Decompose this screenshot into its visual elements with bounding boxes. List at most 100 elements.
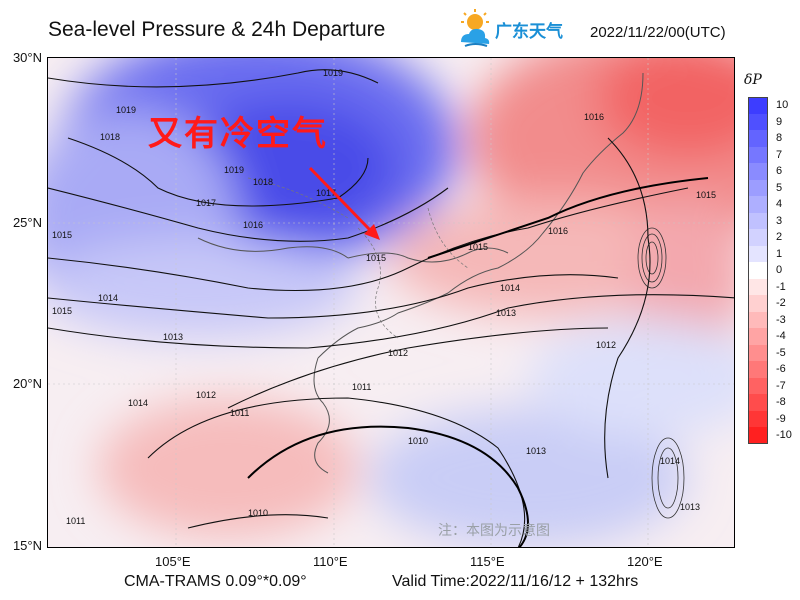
valid-time-label: Valid Time:2022/11/16/12 + 132hrs: [392, 573, 639, 590]
cold-air-arrow: [308, 166, 380, 240]
colorbar-swatch: [748, 212, 768, 229]
isobar-label: 1018: [253, 177, 273, 187]
departure-shading: [48, 58, 734, 547]
colorbar-label: -1: [776, 280, 786, 293]
lon-tick-label: 105°E: [155, 554, 191, 569]
isobar-label: 1012: [388, 348, 408, 358]
colorbar-swatch: [748, 196, 768, 213]
colorbar-swatch: [748, 262, 768, 279]
colorbar-label: -5: [776, 346, 786, 359]
colorbar-swatch: [748, 410, 768, 427]
isobar-label: 1018: [100, 132, 120, 142]
colorbar-label: -2: [776, 297, 786, 309]
colorbar-swatch: [748, 328, 768, 345]
model-label: CMA-TRAMS 0.09°*0.09°: [124, 573, 307, 590]
isobar-label: 1016: [243, 220, 263, 230]
colorbar-swatch: [748, 229, 768, 246]
colorbar-swatch: [748, 278, 768, 295]
colorbar-label: 9: [776, 115, 783, 128]
isobar-label: 1013: [680, 502, 700, 512]
lat-tick-label: 25°N: [12, 215, 42, 230]
isobar-label: 1019: [116, 105, 136, 115]
colorbar-swatch: [748, 361, 768, 378]
isobar-label: 1010: [248, 508, 268, 518]
isobar-label: 1013: [496, 308, 516, 318]
colorbar-label: -6: [776, 363, 786, 375]
colorbar-label: 0: [776, 264, 783, 276]
colorbar-swatch: [748, 377, 768, 394]
isobar-label: 1015: [52, 230, 72, 240]
isobar-label: 1011: [230, 408, 249, 418]
colorbar-label: 3: [776, 214, 783, 227]
colorbar-label: -10: [776, 429, 792, 441]
coastline: [197, 72, 644, 474]
isobar-label: 1017: [316, 188, 336, 198]
colorbar-swatch: [748, 245, 768, 262]
graticule: [48, 58, 734, 547]
cold-air-annotation: 又有冷空气: [148, 115, 328, 153]
colorbar-swatch: [748, 97, 768, 114]
colorbar-swatch: [748, 146, 768, 163]
colorbar-label: -9: [776, 412, 786, 425]
isobar-label: 1019: [323, 68, 343, 78]
lat-tick-label: 20°N: [12, 376, 42, 391]
isobar-label: 1012: [196, 390, 216, 400]
isobar-label: 1015: [696, 190, 716, 200]
colorbar-label: -3: [776, 313, 786, 326]
colorbar-label: 1: [776, 247, 783, 260]
isobar-label: 1012: [596, 340, 616, 350]
isobar-label: 1014: [98, 293, 118, 303]
isobar-label: 1016: [548, 226, 568, 236]
colorbar-swatch: [748, 130, 768, 147]
logo-text: 广东天气: [495, 22, 563, 41]
isobar-label: 1014: [128, 398, 148, 408]
colorbar-label: -7: [776, 379, 786, 392]
map-canvas: 1019 1019 1018 1018 1019 1017 1017 1016 …: [48, 58, 734, 547]
lon-tick-label: 120°E: [627, 554, 663, 569]
colorbar-label: 7: [776, 148, 783, 161]
guangdong-weather-logo: 广东天气: [455, 8, 575, 50]
colorbar-swatch: [748, 344, 768, 361]
isobar-label: 1014: [660, 456, 680, 466]
isobar-label: 1015: [52, 306, 72, 316]
isobar-label: 1010: [408, 436, 428, 446]
sun-cloud-logo-icon: [461, 9, 490, 47]
isobar-label: 1013: [163, 332, 183, 342]
pressure-map: 1019 1019 1018 1018 1019 1017 1017 1016 …: [47, 57, 735, 548]
isobar-label: 1017: [196, 198, 216, 208]
lat-tick-label: 15°N: [12, 538, 42, 553]
isobar-label: 1016: [584, 112, 604, 122]
isobar-1015-bold: [427, 177, 709, 259]
isobar-label: 1011: [352, 382, 371, 392]
colorbar-label: -4: [776, 330, 786, 342]
isobar-label: 1019: [224, 165, 244, 175]
isobar-labels: 1019 1019 1018 1018 1019 1017 1017 1016 …: [52, 68, 716, 526]
colorbar-title: δP: [744, 72, 762, 88]
lon-tick-label: 110°E: [313, 554, 348, 569]
isobar-label: 1014: [500, 283, 520, 293]
map-datetime: 2022/11/22/00(UTC): [590, 24, 726, 41]
colorbar-label: 10: [776, 99, 789, 111]
luzon-contours: [651, 437, 685, 519]
lat-tick-label: 30°N: [12, 50, 42, 65]
isobar-label: 1013: [526, 446, 546, 456]
colorbar-swatch: [748, 163, 768, 180]
isobar-label: 1015: [468, 242, 488, 252]
colorbar-label: 5: [776, 181, 783, 194]
lon-tick-label: 115°E: [470, 554, 505, 569]
colorbar-swatch: [748, 427, 768, 444]
taiwan-contours: [637, 227, 667, 289]
colorbar-swatch: [748, 394, 768, 411]
colorbar-label: 4: [776, 198, 783, 210]
colorbar-label: -8: [776, 396, 786, 408]
isobar-label: 1015: [366, 253, 386, 263]
map-title: Sea-level Pressure & 24h Departure: [48, 18, 386, 41]
isobar-1010-bold: [247, 425, 529, 547]
colorbar-label: 6: [776, 165, 783, 177]
isobar-label: 1011: [66, 516, 85, 526]
province-borders: [247, 177, 469, 339]
colorbar-swatch: [748, 179, 768, 196]
colorbar-swatch: [748, 113, 768, 130]
disclaimer-watermark: 注：本图为示意图: [438, 522, 550, 538]
colorbar-swatch: [748, 311, 768, 328]
